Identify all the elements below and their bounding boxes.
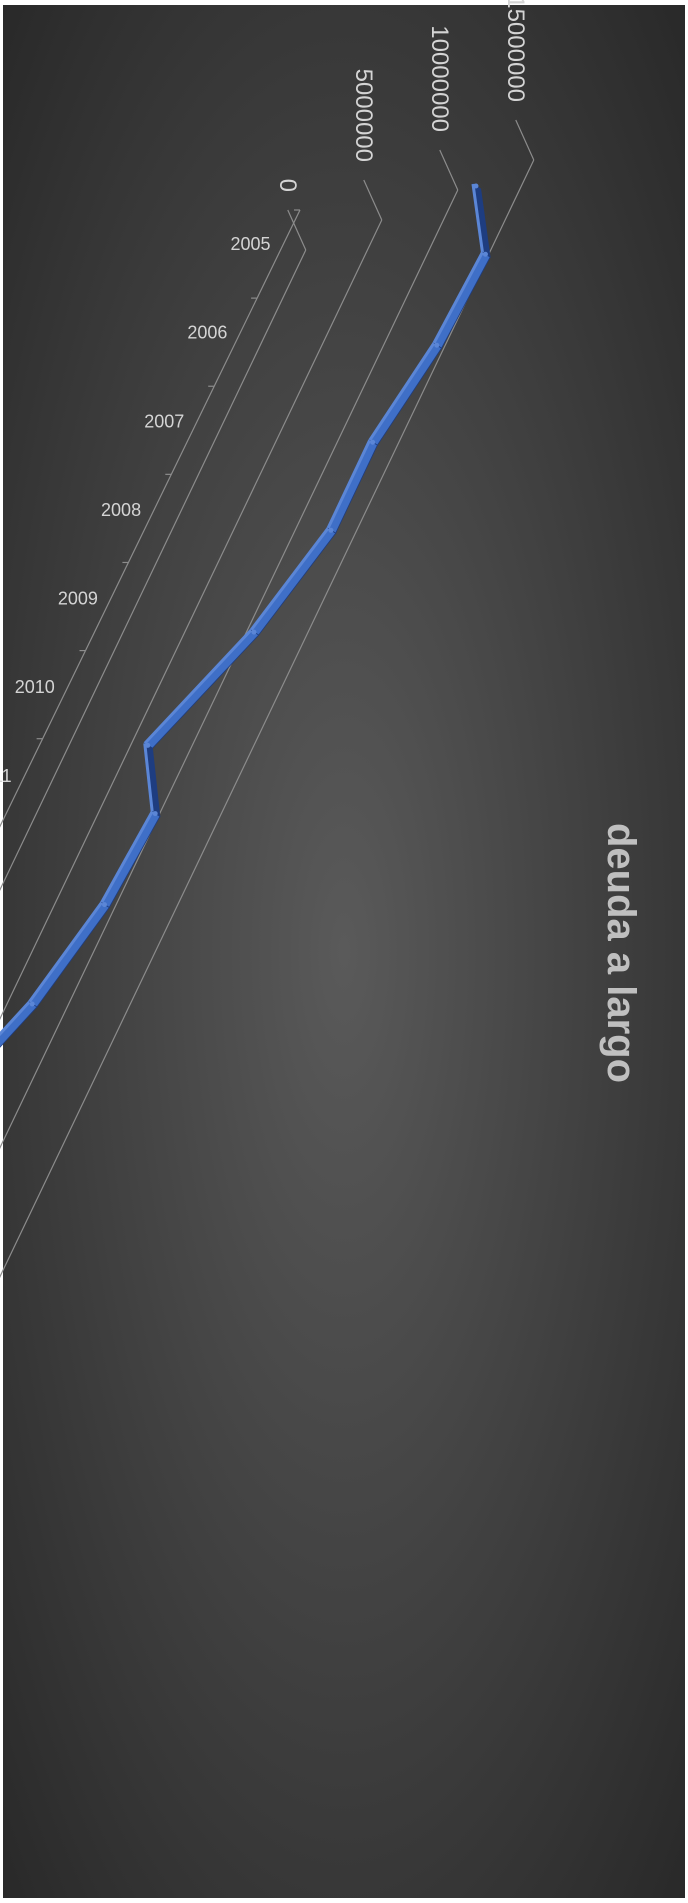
gridline-cap-2 (439, 149, 459, 191)
label-layer: 0 5000000 10000000 15000000 2005 2006 2007 2008… (0, 0, 529, 786)
chart-background (3, 5, 685, 1898)
category-label-2009: 2009 (58, 589, 98, 609)
data-point-2006 (482, 251, 488, 257)
data-point-2014 (29, 1001, 35, 1007)
series-line-2005 (471, 183, 484, 253)
gridline-2 (0, 189, 459, 1149)
series-line-2013 (27, 901, 103, 1003)
series-line-2007 (368, 342, 436, 442)
series-line-2006 (432, 251, 484, 344)
grid-layer (0, 119, 535, 1278)
series-line-2009 (249, 527, 330, 632)
value-tick-label-0: 0 (274, 179, 301, 192)
series-line-2008 (326, 439, 372, 529)
series-line-2014 (0, 1001, 31, 1037)
category-label-2007: 2007 (144, 411, 184, 431)
series-line-2012 (100, 810, 154, 904)
data-point-2005 (473, 183, 479, 189)
gridline-cap-1 (363, 179, 383, 221)
axis-layer (0, 209, 301, 828)
gridline-0 (0, 249, 307, 892)
gridline-1 (0, 219, 383, 1020)
series-layer (0, 183, 491, 1048)
value-tick-label-1: 5000000 (350, 69, 377, 162)
data-point-2008 (370, 439, 376, 445)
category-axis-line (0, 209, 301, 828)
series-line-2011 (143, 743, 154, 812)
gridline-cap-3 (515, 119, 535, 161)
data-point-2011 (145, 742, 151, 748)
series-line-2010 (143, 629, 253, 745)
category-label-2005: 2005 (230, 234, 270, 254)
data-point-2012 (152, 811, 158, 817)
data-point-2013 (102, 902, 108, 908)
data-point-2010 (251, 629, 257, 635)
chart-title: deuda a largo (599, 823, 643, 1083)
gridline-3 (0, 159, 535, 1278)
value-tick-label-3: 15000000 (502, 0, 529, 102)
data-point-2009 (328, 527, 334, 533)
category-label-2008: 2008 (101, 500, 141, 520)
value-tick-label-2: 10000000 (426, 25, 453, 132)
data-point-2007 (434, 342, 440, 348)
gridline-cap-0 (287, 209, 307, 251)
category-label-2010: 2010 (15, 677, 55, 697)
category-label-2011: 2011 (0, 766, 12, 786)
category-label-2006: 2006 (187, 323, 227, 343)
